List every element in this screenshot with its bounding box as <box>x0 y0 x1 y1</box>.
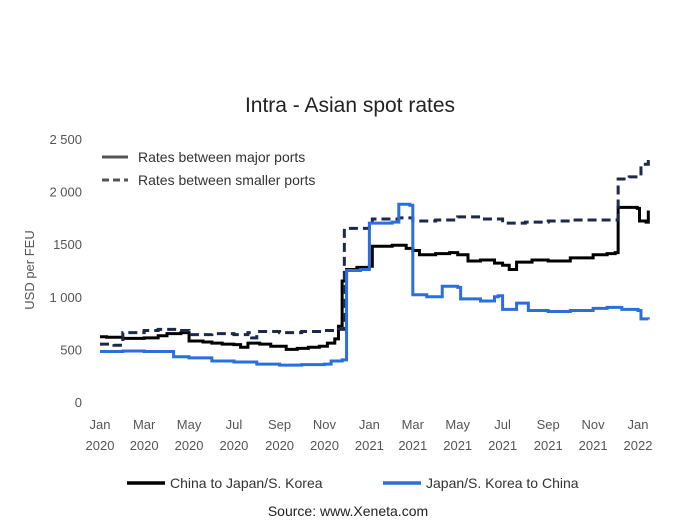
x-tick-year-label: 2021 <box>579 438 608 453</box>
x-tick-year-label: 2020 <box>175 438 204 453</box>
y-axis-label: USD per FEU <box>22 230 37 309</box>
x-tick-month-label: May <box>445 417 470 432</box>
source-note: Source: www.Xeneta.com <box>268 503 428 519</box>
x-tick-year-label: 2020 <box>130 438 159 453</box>
y-tick-label: 2 500 <box>49 132 82 147</box>
x-axis: Jan 2020 Mar 2020 May 2020 Jul 2020 Sep 2020 Nov 20… <box>86 417 653 453</box>
chart-title: Intra - Asian spot rates <box>245 94 455 117</box>
x-tick-month-label: Nov <box>313 417 337 432</box>
y-tick-label: 0 <box>75 395 82 410</box>
x-tick-year-label: 2021 <box>398 438 427 453</box>
style-legend-solid-label: Rates between major ports <box>138 149 305 165</box>
y-tick-label: 1500 <box>53 237 82 252</box>
y-tick-label: 2 000 <box>49 185 82 200</box>
x-tick-year-label: 2021 <box>355 438 384 453</box>
y-axis: 0 500 1 000 1500 2 000 2 500 <box>49 132 82 410</box>
x-tick-month-label: Mar <box>133 417 156 432</box>
x-tick-year-label: 2021 <box>443 438 472 453</box>
x-tick-month-label: Jan <box>628 417 649 432</box>
y-tick-label: 500 <box>60 342 82 357</box>
x-tick-year-label: 2020 <box>310 438 339 453</box>
x-tick-month-label: Jul <box>494 417 511 432</box>
x-tick-month-label: Jan <box>90 417 111 432</box>
color-legend-japan-label: Japan/S. Korea to China <box>426 475 579 491</box>
series-line-china-to-japan-s-korea-major-ports <box>100 205 650 351</box>
x-tick-year-label: 2021 <box>534 438 563 453</box>
style-legend-dashed-label: Rates between smaller ports <box>138 172 315 188</box>
route-color-legend: China to Japan/S. Korea Japan/S. Korea t… <box>127 475 579 491</box>
x-tick-year-label: 2021 <box>488 438 517 453</box>
x-tick-year-label: 2020 <box>86 438 115 453</box>
series-line-japan-s-korea-to-china-major-ports <box>100 202 650 367</box>
line-style-legend: Rates between major ports Rates between … <box>102 149 315 188</box>
plot-area <box>100 160 650 367</box>
x-tick-month-label: Sep <box>268 417 291 432</box>
color-legend-china-label: China to Japan/S. Korea <box>170 475 323 491</box>
x-tick-year-label: 2020 <box>219 438 248 453</box>
x-tick-year-label: 2022 <box>624 438 653 453</box>
x-tick-year-label: 2020 <box>265 438 294 453</box>
x-tick-month-label: Sep <box>537 417 560 432</box>
x-tick-month-label: Nov <box>582 417 606 432</box>
y-tick-label: 1 000 <box>49 290 82 305</box>
x-tick-month-label: May <box>177 417 202 432</box>
x-tick-month-label: Jul <box>226 417 243 432</box>
x-tick-month-label: Jan <box>359 417 380 432</box>
x-tick-month-label: Mar <box>402 417 425 432</box>
